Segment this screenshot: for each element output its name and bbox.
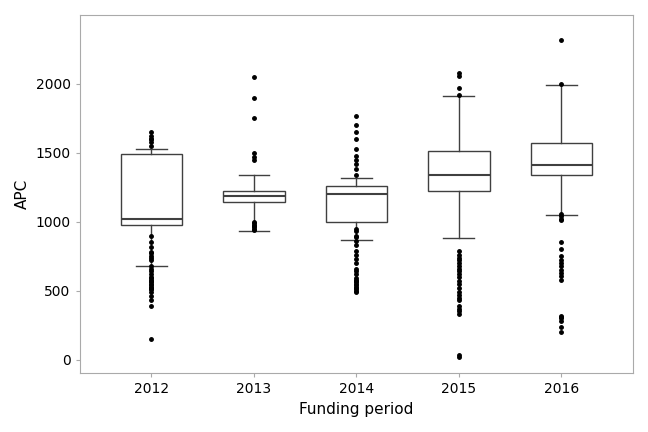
PathPatch shape bbox=[325, 186, 387, 222]
PathPatch shape bbox=[531, 143, 592, 175]
PathPatch shape bbox=[428, 152, 489, 191]
Y-axis label: APC: APC bbox=[15, 179, 30, 210]
X-axis label: Funding period: Funding period bbox=[299, 402, 413, 417]
PathPatch shape bbox=[121, 154, 182, 225]
PathPatch shape bbox=[223, 191, 284, 203]
